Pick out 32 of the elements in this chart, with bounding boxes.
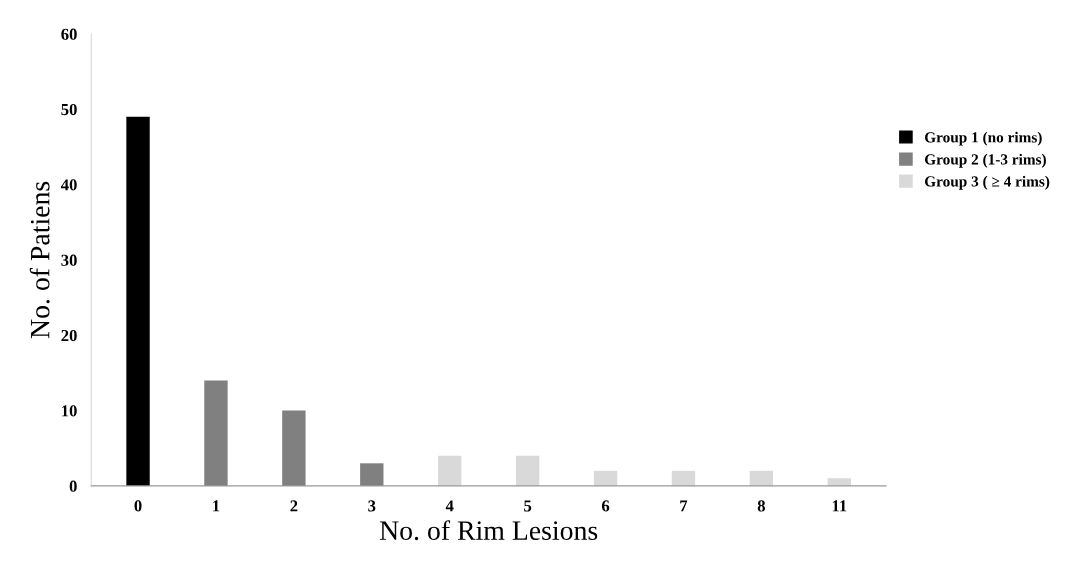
legend-label: Group 2 (1-3 rims) bbox=[924, 153, 1046, 168]
bar bbox=[593, 470, 618, 486]
bar bbox=[360, 463, 384, 486]
x-tick-label: 4 bbox=[445, 500, 454, 512]
bar bbox=[204, 380, 228, 486]
bar bbox=[671, 470, 696, 486]
legend-label: Group 3 ( ≥ 4 rims) bbox=[924, 175, 1050, 190]
x-tick-label: 1 bbox=[213, 500, 220, 512]
y-tick-label: 50 bbox=[61, 103, 77, 116]
x-tick-label: 6 bbox=[601, 500, 610, 512]
x-tick-label: 8 bbox=[757, 500, 765, 512]
bar bbox=[438, 455, 462, 486]
bar bbox=[126, 116, 150, 486]
bar bbox=[749, 470, 774, 486]
legend-label: Group 1 (no rims) bbox=[924, 131, 1042, 146]
y-tick-label: 30 bbox=[61, 254, 77, 266]
bar bbox=[827, 478, 851, 486]
x-tick-label: 11 bbox=[832, 500, 847, 512]
y-tick-label: 20 bbox=[61, 329, 77, 342]
x-axis-title: No. of Rim Lesions bbox=[379, 520, 598, 541]
y-tick-label: 0 bbox=[69, 480, 77, 492]
x-tick-label: 7 bbox=[680, 500, 688, 512]
x-tick-label: 2 bbox=[290, 500, 298, 512]
x-tick-label: 5 bbox=[524, 500, 532, 512]
bar bbox=[515, 455, 540, 486]
y-axis-title: No. of Patiens bbox=[29, 181, 50, 339]
x-tick-label: 3 bbox=[368, 500, 376, 512]
bar bbox=[282, 410, 306, 486]
y-tick-label: 10 bbox=[62, 405, 77, 417]
y-tick-label: 60 bbox=[61, 28, 77, 40]
y-tick-label: 40 bbox=[60, 179, 77, 191]
x-tick-label: 0 bbox=[134, 500, 142, 512]
